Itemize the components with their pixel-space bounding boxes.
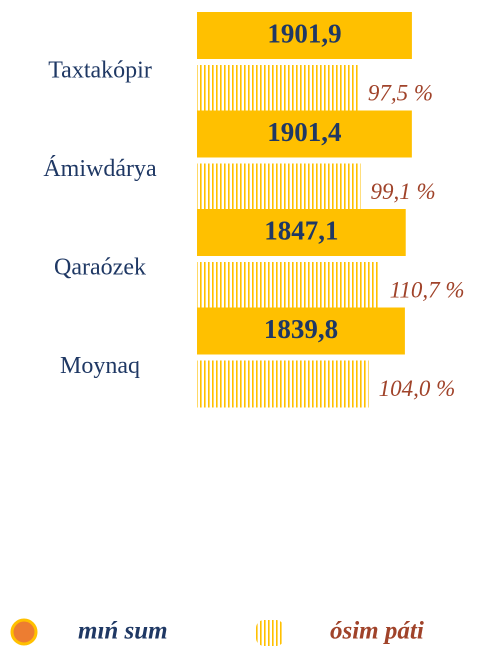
bar xyxy=(197,110,412,158)
striped-bar xyxy=(197,360,369,408)
value-label: 1901,4 xyxy=(267,117,341,147)
bar xyxy=(197,12,412,59)
legend-swatch xyxy=(256,620,284,646)
value-label: 1901,9 xyxy=(267,19,341,49)
value-label: 1839,8 xyxy=(264,314,338,344)
legend-swatch xyxy=(10,618,38,646)
value-label: 97,5 % xyxy=(368,80,433,105)
value-label: 104,0 % xyxy=(379,376,456,401)
striped-bar xyxy=(197,65,358,112)
legend-label: mıń sum xyxy=(78,618,168,645)
bar xyxy=(197,209,406,256)
legend-label: ósim páti xyxy=(330,618,424,645)
category-label: Taxtakópir xyxy=(48,58,152,84)
value-label: 110,7 % xyxy=(390,277,465,302)
category-label: Ámiwdárya xyxy=(43,156,157,182)
value-label: 1847,1 xyxy=(264,216,338,246)
bar xyxy=(197,307,405,355)
striped-bar xyxy=(197,163,361,211)
category-label: Moynaq xyxy=(60,353,140,379)
striped-bar xyxy=(197,262,380,309)
value-label: 99,1 % xyxy=(371,179,436,204)
category-label: Qaraózek xyxy=(54,255,146,281)
